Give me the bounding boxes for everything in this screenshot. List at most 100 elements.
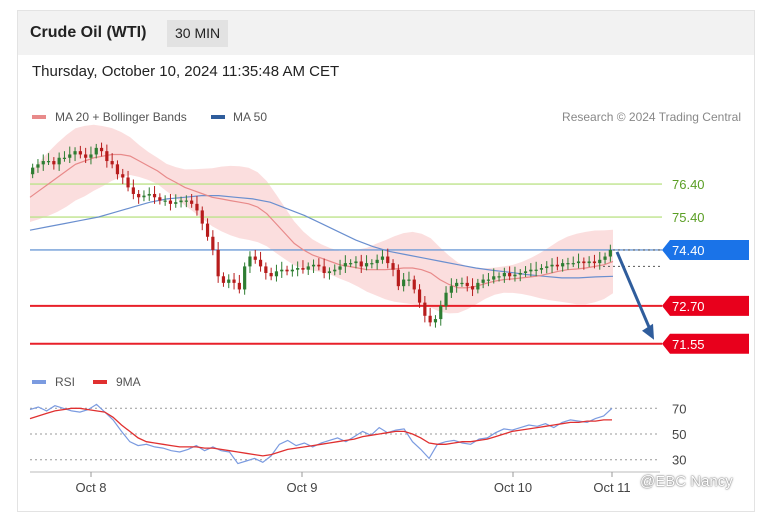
candle: [470, 278, 475, 297]
candle-body: [179, 200, 183, 203]
candle-body: [237, 282, 241, 290]
candle: [274, 264, 279, 282]
candle: [322, 258, 326, 279]
chart-header: Crude Oil (WTI) 30 MIN: [18, 11, 754, 55]
candle-body: [386, 256, 390, 264]
candle-body: [502, 272, 506, 277]
candle: [195, 195, 199, 216]
candle-body: [31, 167, 35, 175]
timeframe-badge[interactable]: 30 MIN: [167, 20, 229, 47]
level-tag-74.40: [662, 239, 749, 260]
candle-body: [211, 236, 215, 250]
candle-body: [380, 256, 385, 260]
candle-body: [152, 193, 157, 198]
candle: [94, 143, 98, 159]
candle-body: [94, 147, 98, 155]
candle: [539, 264, 544, 274]
candle: [508, 266, 512, 281]
candle-body: [529, 269, 533, 272]
ma50-legend-label: MA 50: [233, 110, 267, 124]
candle: [216, 242, 220, 283]
candle-body: [221, 276, 226, 283]
candle-body: [57, 157, 61, 165]
candle-body: [115, 164, 120, 175]
candle-body: [364, 263, 369, 267]
candle: [311, 259, 316, 273]
candle: [205, 218, 210, 241]
candle: [73, 147, 77, 162]
candle-body: [99, 147, 104, 152]
candle-body: [497, 276, 501, 278]
candle-body: [190, 200, 194, 204]
candle-body: [566, 263, 570, 265]
candle-body: [587, 261, 591, 264]
candle-body: [561, 263, 565, 267]
candle: [200, 206, 204, 231]
time-tick-label: Oct 8: [75, 480, 106, 495]
candle: [147, 187, 151, 201]
instrument-title: Crude Oil (WTI): [30, 24, 147, 41]
candle-body: [407, 279, 411, 281]
candle-body: [333, 269, 337, 272]
candle-body: [449, 286, 453, 293]
candle: [587, 256, 591, 268]
candle: [576, 253, 581, 269]
rsi-line: [29, 403, 613, 465]
candle-body: [550, 264, 554, 267]
candle-body: [126, 177, 130, 188]
candle: [243, 262, 247, 295]
candle-body: [338, 266, 342, 270]
candle: [99, 142, 104, 157]
candle-body: [508, 272, 512, 277]
candle: [333, 264, 337, 276]
candle: [269, 267, 273, 281]
candle: [89, 146, 93, 165]
price-panel: 76.40 75.40 74.40 72.70 71.55: [29, 124, 749, 354]
candle: [46, 153, 51, 165]
level-label-76.40: 76.40: [672, 177, 705, 192]
candle-body: [349, 263, 353, 265]
time-tick-label: Oct 11: [593, 480, 630, 495]
candle: [428, 307, 432, 327]
candle-body: [227, 279, 231, 283]
candle: [152, 186, 157, 204]
candle-body: [105, 151, 109, 162]
candle-body: [433, 319, 438, 323]
candle: [455, 278, 459, 293]
candle-body: [513, 274, 517, 277]
candle-body: [264, 266, 268, 273]
watermark: @EBC Nancy: [640, 473, 733, 490]
price-legend: MA 20 + Bollinger Bands MA 50 Research ©…: [32, 110, 741, 124]
candle: [407, 271, 411, 287]
candle-body: [455, 282, 459, 287]
candle: [31, 163, 35, 179]
candle: [444, 286, 448, 310]
candle: [78, 145, 82, 159]
candle: [221, 272, 226, 287]
candle-body: [269, 272, 273, 277]
candle-body: [243, 266, 247, 290]
candle: [126, 170, 130, 192]
candle: [449, 278, 453, 299]
candle: [433, 315, 438, 328]
candle: [163, 195, 167, 206]
candle-body: [428, 315, 432, 323]
candle: [258, 251, 263, 272]
candle: [349, 259, 353, 268]
candle-body: [205, 223, 210, 237]
credit-text: Research © 2024 Trading Central: [562, 110, 741, 124]
candle-body: [423, 302, 427, 316]
candle: [179, 196, 183, 208]
candle: [184, 195, 188, 208]
candle: [550, 258, 554, 273]
candle: [57, 152, 61, 171]
candle-body: [417, 289, 422, 303]
candle: [380, 249, 385, 264]
candle: [110, 153, 114, 169]
candle: [592, 254, 597, 269]
time-axis: Oct 8 Oct 9 Oct 10 Oct 11: [30, 471, 660, 495]
candle-body: [327, 271, 332, 273]
candle-body: [555, 264, 559, 267]
candle: [317, 258, 321, 271]
rsi-legend: RSI 9MA: [32, 375, 141, 389]
